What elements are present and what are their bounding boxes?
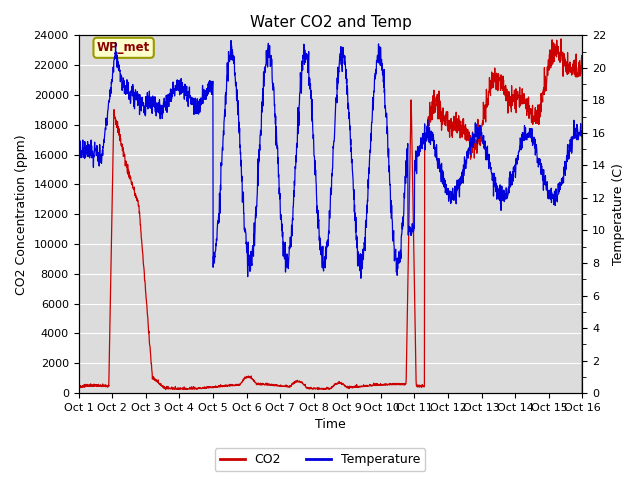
Y-axis label: CO2 Concentration (ppm): CO2 Concentration (ppm): [15, 134, 28, 295]
Title: Water CO2 and Temp: Water CO2 and Temp: [250, 15, 412, 30]
Legend: CO2, Temperature: CO2, Temperature: [214, 448, 426, 471]
X-axis label: Time: Time: [315, 419, 346, 432]
Text: WP_met: WP_met: [97, 41, 150, 54]
Y-axis label: Temperature (C): Temperature (C): [612, 163, 625, 265]
